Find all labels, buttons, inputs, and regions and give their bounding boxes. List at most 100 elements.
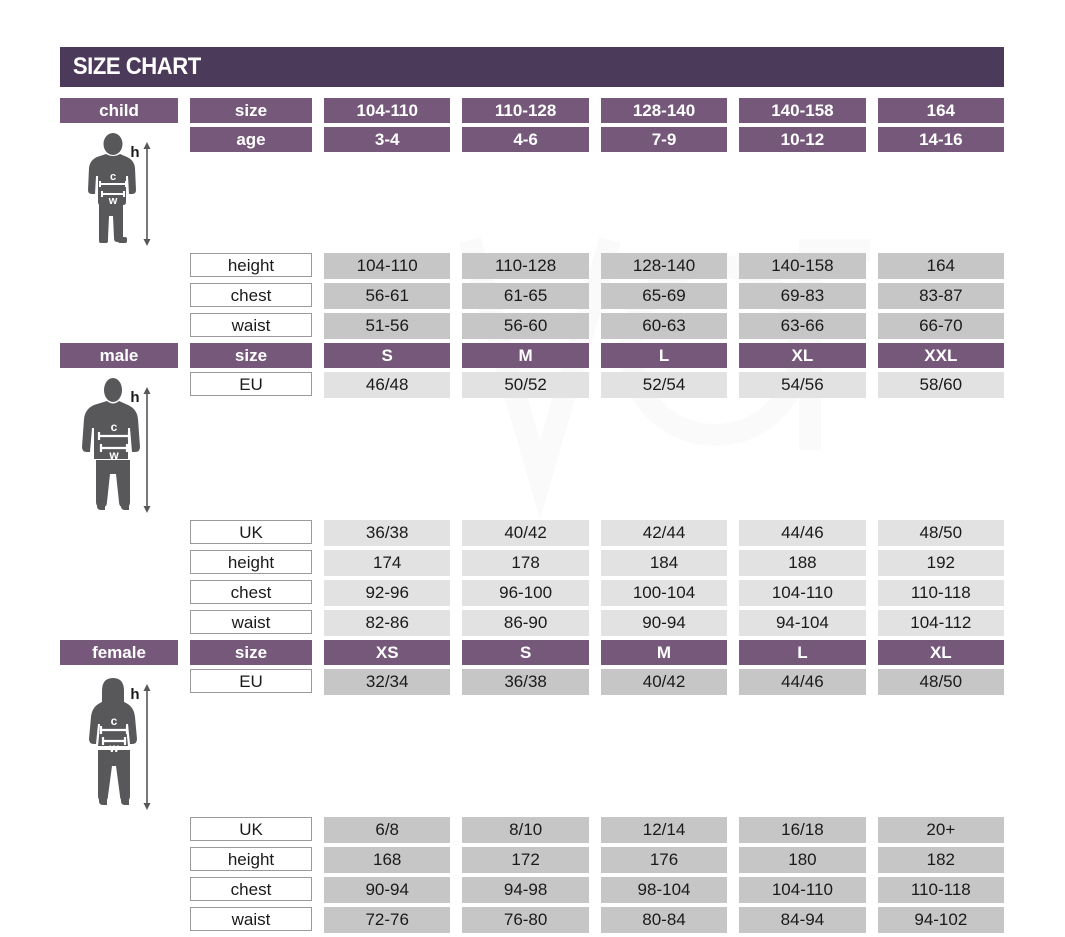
- row-label: height: [190, 550, 312, 574]
- figure-cell: c w h: [60, 372, 178, 516]
- section-chip-female: female: [60, 640, 178, 665]
- data-cell: 42/44: [600, 520, 728, 546]
- data-cell: 176: [600, 847, 728, 873]
- data-cell: 76-80: [462, 907, 589, 933]
- data-cell: 12/14: [600, 817, 728, 843]
- svg-text:h: h: [130, 686, 139, 703]
- svg-text:w: w: [108, 448, 119, 462]
- row-label: UK: [190, 520, 312, 544]
- data-cell: 40/42: [600, 669, 728, 695]
- row-header-label: size: [190, 640, 312, 665]
- data-cell: 72-76: [324, 907, 451, 933]
- data-cell: 188: [739, 550, 866, 576]
- data-cell: 48/50: [877, 520, 1005, 546]
- data-cell: 180: [739, 847, 866, 873]
- column-header-cell: 164: [877, 98, 1005, 123]
- figure-cell: c w h: [60, 669, 178, 813]
- column-header-cell: 4-6: [462, 127, 589, 152]
- svg-text:c: c: [110, 171, 116, 183]
- table-row: height 174 178 184 188 192: [60, 550, 1005, 576]
- waist-measure-line: w: [99, 444, 129, 462]
- data-cell: 65-69: [600, 283, 728, 309]
- row-label: UK: [190, 817, 312, 841]
- data-cell: 94-104: [739, 610, 866, 636]
- column-header-cell: M: [462, 343, 589, 368]
- column-header-cell: XS: [324, 640, 451, 665]
- column-header-cell: L: [600, 343, 728, 368]
- data-cell: 80-84: [600, 907, 728, 933]
- section-chip-cell: child: [60, 98, 178, 123]
- column-header-cell: 14-16: [877, 127, 1005, 152]
- svg-text:w: w: [108, 195, 118, 207]
- female-figure: c w h: [89, 678, 151, 810]
- data-cell: 104-110: [324, 253, 451, 279]
- figure-cell-spacer: [60, 520, 178, 546]
- table-row: waist 82-86 86-90 90-94 94-104 104-112: [60, 610, 1005, 636]
- chest-measure-line: c: [99, 171, 127, 187]
- section-male: male size S M L XL XXL c w h EU 46/48 50/52 52/5: [60, 343, 1005, 636]
- figure-cell-spacer: [60, 877, 178, 903]
- data-cell: 184: [600, 550, 728, 576]
- data-cell: 61-65: [462, 283, 589, 309]
- size-table-grid: child size 104-110 110-128 128-140 140-158 164…: [60, 98, 1005, 937]
- data-cell: 56-61: [324, 283, 451, 309]
- figure-cell-spacer: [60, 817, 178, 843]
- column-header-cell: 7-9: [600, 127, 728, 152]
- data-cell: 104-110: [739, 580, 866, 606]
- table-row: UK 6/8 8/10 12/14 16/18 20+: [60, 817, 1005, 843]
- svg-text:h: h: [130, 389, 139, 406]
- table-row: male size S M L XL XXL: [60, 343, 1005, 368]
- column-header-cell: L: [739, 640, 866, 665]
- data-cell: 44/46: [739, 669, 866, 695]
- data-cell: 16/18: [739, 817, 866, 843]
- column-header-cell: 140-158: [739, 98, 866, 123]
- size-chart-sheet: SIZE CHART child size 104-110 110-128 128-14…: [60, 47, 1005, 933]
- data-cell: 36/38: [462, 669, 589, 695]
- figure-cell-spacer: [60, 283, 178, 309]
- figure-cell-spacer: [60, 313, 178, 339]
- row-label: height: [190, 847, 312, 871]
- table-row: c w h EU 32/34 36/38 40/42 44/46 48/50: [60, 669, 1005, 813]
- data-cell: 92-96: [324, 580, 451, 606]
- section-child: child size 104-110 110-128 128-140 140-158 164…: [60, 98, 1005, 339]
- row-label: height: [190, 253, 312, 277]
- data-cell: 58/60: [877, 372, 1005, 398]
- figure-cell-spacer: [60, 610, 178, 636]
- column-header-cell: XXL: [877, 343, 1005, 368]
- data-cell: 20+: [877, 817, 1005, 843]
- data-cell: 110-118: [877, 877, 1005, 903]
- data-cell: 128-140: [600, 253, 728, 279]
- column-header-cell: XL: [739, 343, 866, 368]
- data-cell: 60-63: [600, 313, 728, 339]
- data-cell: 66-70: [877, 313, 1005, 339]
- data-cell: 94-98: [462, 877, 589, 903]
- figure-illustration-child: c w h: [60, 127, 178, 249]
- table-row: c w h EU 46/48 50/52 52/54 54/56 58/60: [60, 372, 1005, 516]
- height-arrow: [143, 387, 151, 513]
- data-cell: 98-104: [600, 877, 728, 903]
- data-cell: 90-94: [600, 610, 728, 636]
- data-cell: 82-86: [324, 610, 451, 636]
- data-cell: 48/50: [877, 669, 1005, 695]
- table-row: waist 51-56 56-60 60-63 63-66 66-70: [60, 313, 1005, 339]
- data-cell: 40/42: [462, 520, 589, 546]
- table-row: waist 72-76 76-80 80-84 84-94 94-102: [60, 907, 1005, 933]
- data-cell: 168: [324, 847, 451, 873]
- row-label: chest: [190, 580, 312, 604]
- data-cell: 140-158: [739, 253, 866, 279]
- column-header-cell: 128-140: [600, 98, 728, 123]
- section-chip-child: child: [60, 98, 178, 123]
- data-cell: 36/38: [324, 520, 451, 546]
- table-row: chest 92-96 96-100 100-104 104-110 110-118: [60, 580, 1005, 606]
- row-label: chest: [190, 283, 312, 307]
- data-cell: 56-60: [462, 313, 589, 339]
- svg-text:h: h: [130, 144, 139, 161]
- svg-text:w: w: [108, 741, 119, 755]
- section-female: female size XS S M L XL c w h EU 32/34 36/38 40/: [60, 640, 1005, 933]
- data-cell: 51-56: [324, 313, 451, 339]
- table-row: height 168 172 176 180 182: [60, 847, 1005, 873]
- data-cell: 100-104: [600, 580, 728, 606]
- row-label: EU: [190, 372, 312, 396]
- table-row: c w h age 3-4 4-6 7-9 10-12 14-16: [60, 127, 1005, 249]
- column-header-cell: S: [462, 640, 589, 665]
